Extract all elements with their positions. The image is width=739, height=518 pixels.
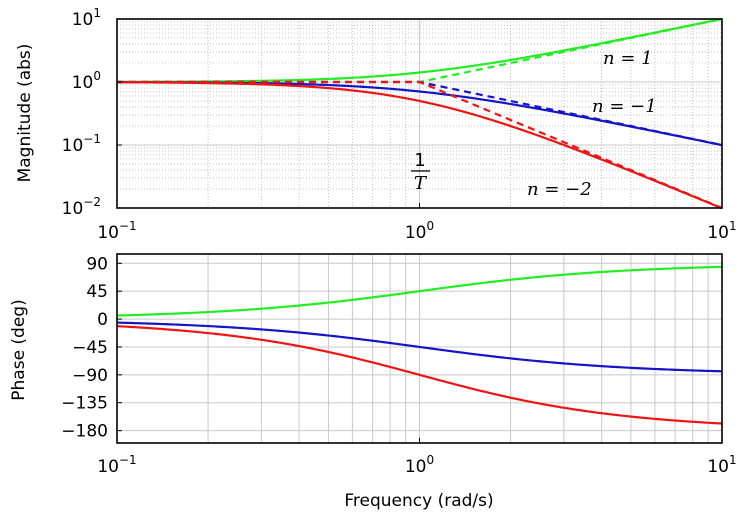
- fraction-denominator: T: [414, 173, 428, 194]
- mag-ytick-label: 100: [72, 69, 101, 93]
- magnitude-curves: [116, 17, 723, 210]
- ph-series-nm2: [116, 325, 723, 425]
- ph-ytick-label: −135: [61, 394, 108, 414]
- mag-series-nm2-solid: [116, 81, 723, 210]
- ph-ytick-label: −45: [72, 338, 108, 358]
- ph-ytick-label: 45: [86, 282, 108, 302]
- ph-xtick-label: 101: [707, 453, 736, 477]
- annotation-n-minus-1: n = −1: [592, 96, 657, 117]
- mag-ytick-label: 10−2: [62, 195, 101, 219]
- magnitude-grid: [116, 19, 722, 209]
- mag-ytick-label: 10−1: [62, 132, 101, 156]
- annotation-corner-fraction: 1 T: [411, 150, 430, 194]
- phase-y-ticks: 90 45 0 −45 −90 −135 −180: [61, 254, 122, 442]
- ph-ytick-label: 0: [97, 310, 108, 330]
- mag-xtick-label: 10−1: [97, 219, 136, 243]
- mag-ytick-label: 101: [72, 6, 101, 30]
- ph-ytick-label: −90: [72, 366, 108, 386]
- magnitude-ylabel: Magnitude (abs): [15, 44, 35, 183]
- ph-series-n1: [116, 265, 723, 317]
- magnitude-y-ticks: 101 100 10−1 10−2: [62, 6, 122, 219]
- phase-ylabel: Phase (deg): [9, 299, 29, 400]
- ph-xtick-label: 100: [405, 453, 434, 477]
- annotation-n-1: n = 1: [603, 48, 653, 69]
- phase-grid: [116, 254, 722, 443]
- phase-curves: [116, 265, 723, 425]
- fraction-numerator: 1: [414, 150, 425, 171]
- ph-ytick-label: −180: [61, 422, 108, 442]
- phase-xlabel: Frequency (rad/s): [344, 491, 493, 511]
- ph-xtick-label: 10−1: [97, 453, 136, 477]
- phase-x-ticks: 10−1 100 101: [97, 438, 737, 477]
- ph-ytick-label: 90: [86, 254, 108, 274]
- mag-series-nm2-dashed: [117, 80, 723, 210]
- mag-xtick-label: 101: [707, 219, 736, 243]
- ph-series-nm1: [116, 321, 723, 373]
- annotation-n-minus-2: n = −2: [527, 179, 592, 200]
- mag-xtick-label: 100: [405, 219, 434, 243]
- magnitude-x-ticks: 10−1 100 101: [97, 203, 737, 243]
- phase-panel: 10−1 100 101 90 45 0 −45 −90 −135 −180 Phase (de…: [9, 253, 737, 511]
